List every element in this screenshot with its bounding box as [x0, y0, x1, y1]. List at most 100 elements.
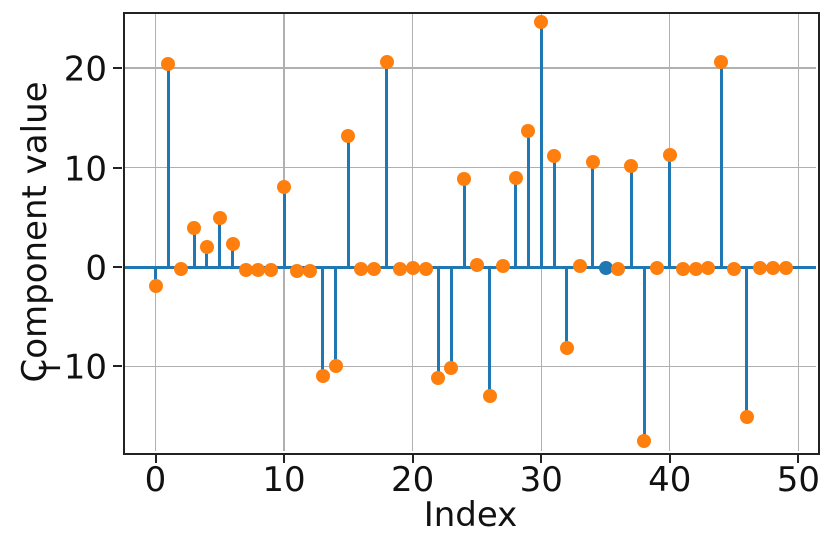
stem-marker — [315, 369, 330, 384]
stem-marker — [765, 261, 780, 276]
stem-line — [552, 155, 556, 268]
plot-area — [123, 12, 820, 455]
stem-line — [346, 135, 350, 268]
stem-line — [591, 161, 595, 268]
stem-marker — [251, 263, 266, 278]
y-tick-label: 20 — [63, 49, 107, 90]
stem-line — [745, 267, 749, 418]
x-tick-label: 30 — [519, 459, 563, 500]
stem-marker — [495, 259, 510, 274]
stem-line — [449, 267, 453, 369]
x-tick-label: 50 — [776, 459, 820, 500]
stem-line — [231, 244, 235, 268]
stem-marker — [611, 262, 626, 277]
stem-marker — [354, 262, 369, 277]
stem-marker — [161, 57, 176, 72]
stem-marker — [431, 371, 446, 386]
stem-line — [205, 247, 209, 268]
y-tick — [113, 266, 122, 269]
stem-marker — [662, 147, 677, 162]
stem-marker — [379, 55, 394, 70]
stem-marker — [675, 262, 690, 277]
stem-marker — [405, 261, 420, 276]
x-tick — [411, 453, 414, 463]
stem-line — [321, 267, 325, 377]
stem-marker — [482, 389, 497, 404]
gridline-vertical — [797, 14, 800, 451]
stem-marker — [559, 340, 574, 355]
stem-line — [462, 178, 466, 268]
stem-line — [334, 267, 337, 367]
gridline-horizontal — [125, 67, 816, 69]
stem-marker — [457, 171, 472, 186]
stem-marker — [225, 237, 240, 252]
x-tick-label: 40 — [648, 459, 692, 500]
stem-marker — [148, 278, 163, 293]
stem-line — [385, 62, 389, 268]
x-tick — [540, 453, 543, 463]
stem-marker — [688, 262, 703, 277]
y-tick-label: 0 — [85, 248, 107, 289]
stem-marker — [367, 262, 382, 277]
gridline-vertical — [411, 14, 414, 451]
stem-marker — [585, 154, 600, 169]
stem-marker — [341, 128, 356, 143]
stem-marker — [264, 263, 279, 278]
stem-line — [282, 186, 286, 268]
x-tick — [154, 453, 157, 463]
stem-marker — [328, 359, 343, 374]
x-tick — [283, 453, 286, 463]
stem-line — [514, 177, 517, 268]
stem-marker — [199, 240, 214, 255]
stem-marker — [277, 179, 292, 194]
stem-marker — [238, 263, 253, 278]
x-tick — [668, 453, 671, 463]
stem-marker — [624, 158, 639, 173]
y-tick-label: −10 — [35, 347, 107, 388]
stem-marker — [469, 258, 484, 273]
stem-marker — [701, 261, 716, 276]
stem-marker — [778, 261, 793, 276]
x-axis-label: Index — [423, 495, 518, 535]
stem-marker — [302, 264, 317, 279]
stem-line — [154, 267, 157, 286]
stem-marker — [212, 211, 227, 226]
stem-marker — [752, 261, 767, 276]
gridline-vertical — [154, 14, 157, 451]
stem-line — [488, 267, 492, 397]
y-tick-label: 10 — [63, 148, 107, 189]
stem-line — [166, 64, 170, 268]
stem-marker — [572, 259, 587, 274]
stem-marker — [637, 434, 652, 449]
stem-marker — [739, 410, 754, 425]
y-tick — [113, 166, 122, 169]
stem-marker — [649, 261, 664, 276]
stem-marker — [187, 221, 202, 236]
stem-line — [629, 165, 633, 268]
stem-marker — [547, 148, 562, 163]
stem-marker — [174, 262, 189, 277]
stem-line — [642, 267, 646, 442]
x-tick-label: 10 — [262, 459, 306, 500]
stem-marker — [534, 15, 549, 30]
stem-line — [526, 130, 530, 268]
stem-marker — [714, 55, 729, 70]
stem-marker — [418, 262, 433, 277]
stem-marker-highlighted — [598, 261, 613, 276]
stem-marker — [392, 262, 407, 277]
y-axis-label: Component value — [15, 81, 55, 383]
stem-marker — [508, 170, 523, 185]
x-tick — [797, 453, 800, 463]
stem-marker — [521, 123, 536, 138]
stem-line — [565, 267, 569, 348]
y-tick — [113, 365, 122, 368]
stem-line — [218, 218, 222, 268]
x-tick-label: 20 — [391, 459, 435, 500]
stem-marker — [289, 264, 304, 279]
stem-marker — [444, 361, 459, 376]
stem-line — [192, 228, 196, 268]
stem-line — [436, 267, 440, 379]
stem-line — [539, 22, 543, 268]
y-tick — [113, 67, 122, 70]
